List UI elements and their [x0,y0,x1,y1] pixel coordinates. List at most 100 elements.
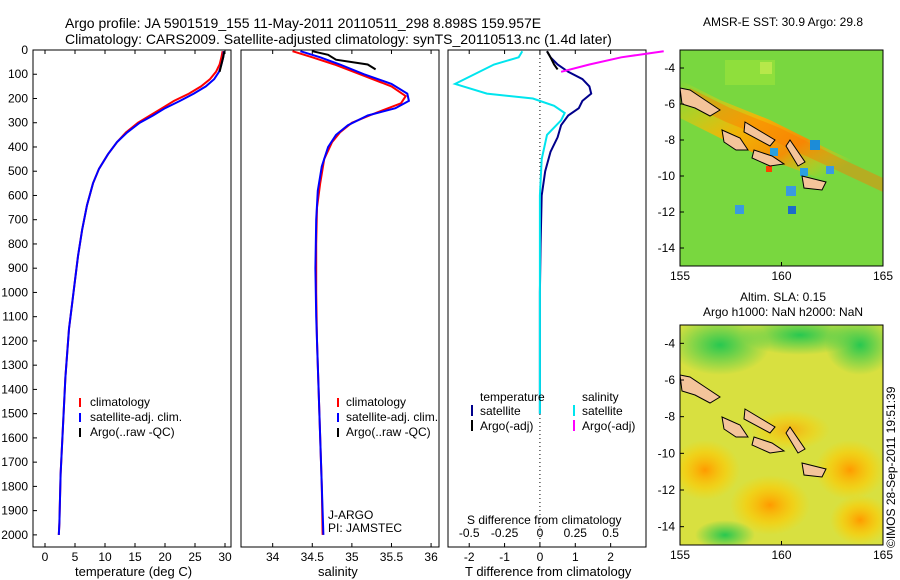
series-line-1 [452,50,566,414]
difference-legend-salinity: salinity satellite Argo(-adj) [573,390,635,433]
island-choiseul [721,416,749,438]
x-tick-label: 25 [188,550,202,564]
lon-tick-label: 160 [771,269,791,283]
series-line-0 [57,51,224,535]
difference-legend-temperature: temperature satellite Argo(-adj) [471,390,545,433]
y-tick-label: 600 [8,188,28,202]
legend-label-climatology: climatology [90,395,150,409]
sst-cloud-pixel [788,206,796,214]
temperature-axes-box [32,49,232,548]
temperature-x-axis: 0 5 10 15 20 25 30 [42,50,232,564]
lat-tick-label: -8 [664,410,675,424]
y-tick-label: 1300 [1,358,28,372]
legend-label-t-satellite: satellite [480,404,521,418]
lon-tick-label: 155 [670,269,690,283]
float-pi-label: PI: JAMSTEC [328,521,402,535]
x-tick-label: 20 [158,550,172,564]
sst-cloud-pixel [810,140,820,150]
legend-label-argo: Argo(..raw -QC) [90,425,175,439]
sst-lon-axis: 155 160 165 [670,262,893,283]
sst-cloud-pixel [826,166,834,174]
legend-label-t-argo: Argo(-adj) [480,419,533,433]
y-tick-label: 1600 [1,431,28,445]
sst-lat-axis: -4 -6 -8 -10 -12 -14 [658,61,684,255]
island-bougainville [680,87,721,117]
sla-high-region [815,440,883,500]
y-tick-label: 1800 [1,479,28,493]
x-tick-label: -2 [464,550,475,564]
salinity-panel: 34 34.5 35 35.5 36 salinity climatology sate… [240,49,440,579]
y-tick-label: 300 [8,116,28,130]
island-malaita [785,139,806,167]
solomon-islands-coast [680,374,827,478]
island-malaita [785,426,806,454]
sla-lon-axis: 155 160 165 [670,541,893,562]
x-tick-label: 15 [128,550,142,564]
series-line-2 [546,50,559,70]
island-choiseul [721,129,749,151]
top-tick-label: -0.25 [491,526,519,540]
salinity-legend: climatology satellite-adj. clim. Argo(..… [337,395,438,439]
temperature-legend: climatology satellite-adj. clim. Argo(..… [79,395,182,439]
legend-label-argo: Argo(..raw -QC) [346,425,431,439]
sla-map-panel: Altim. SLA: 0.15 Argo h1000: NaN h2000: … [658,290,894,562]
legend-label-satellite: satellite-adj. clim. [346,410,438,424]
y-tick-label: 1500 [1,407,28,421]
sst-hot-pixel [766,166,772,172]
x-tick-label: 30 [218,550,232,564]
lat-tick-label: -6 [664,373,675,387]
sla-high-region [680,440,740,500]
salinity-xlabel: salinity [318,564,358,579]
temperature-series [57,51,226,535]
x-tick-label: 36 [424,550,438,564]
sst-cloud-pixel [735,205,744,214]
temperature-panel: 0100200300400500600700800900100011001200… [1,43,232,579]
y-tick-label: 1200 [1,334,28,348]
sla-high-region [730,475,810,535]
lat-tick-label: -12 [658,205,676,219]
series-line-1 [300,50,411,535]
sla-low-region [695,520,755,545]
salinity-axes-box [240,49,440,548]
difference-series [452,50,664,414]
sla-lat-axis: -4 -6 -8 -10 -12 -14 [658,336,684,534]
t-difference-xlabel: T difference from climatology [465,564,632,579]
float-program-label: J-ARGO [328,508,373,522]
lat-tick-label: -12 [658,483,676,497]
x-tick-label: 35.5 [380,550,404,564]
series-line-0 [538,50,593,414]
sst-pixel [760,62,772,74]
sla-map-title-line2: Argo h1000: NaN h2000: NaN [703,305,863,319]
y-tick-label: 400 [8,140,28,154]
sst-cloud-pixel [786,186,796,196]
sst-map-field [680,50,883,266]
top-tick-label: -0.5 [459,526,480,540]
lat-tick-label: -4 [664,61,675,75]
y-tick-label: 1100 [2,310,28,324]
legend-label-s-argo: Argo(-adj) [582,419,635,433]
difference-panel: -2 -1 0 1 2 -0.5 -0.25 0 0.25 0.5 S difference f… [447,49,664,579]
depth-y-axis: 0 100 200 300 400 500 600 700 800 900 1000 1100 1200… [1,43,37,542]
sla-high-region [830,495,883,545]
solomon-islands-coast [680,87,827,191]
y-tick-label: 2000 [1,528,28,542]
salinity-series [292,50,411,535]
lat-tick-label: -6 [664,97,675,111]
top-tick-label: 0 [537,526,544,540]
sst-cloud-pixel [800,168,808,176]
sla-low-region [825,325,883,375]
x-tick-label: -1 [499,550,510,564]
island-guadalcanal [751,149,786,167]
y-tick-label: 1900 [1,504,28,518]
lat-tick-label: -10 [658,446,676,460]
legend-label-s-satellite: satellite [582,404,623,418]
series-line-1 [57,51,225,535]
y-tick-label: 0 [21,43,28,57]
sla-map-field [680,325,883,545]
x-tick-label: 0 [42,550,49,564]
y-tick-label: 1700 [1,455,28,469]
sla-map-title-line1: Altim. SLA: 0.15 [740,290,826,304]
series-line-3 [560,50,664,73]
y-tick-label: 100 [8,67,28,81]
island-bougainville [680,374,721,404]
